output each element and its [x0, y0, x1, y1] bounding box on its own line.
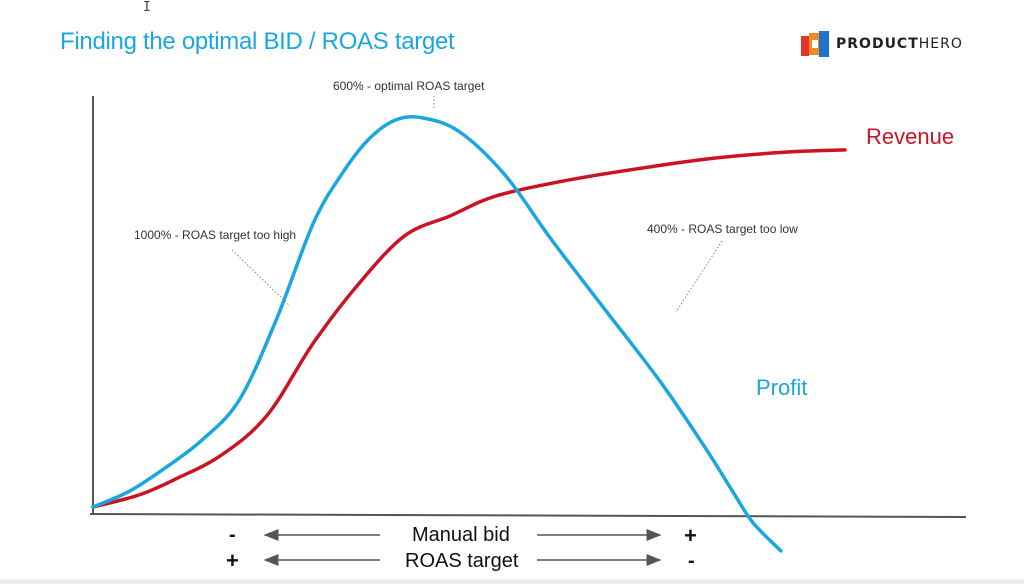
- roas-target-label: ROAS target: [405, 550, 519, 572]
- annotation-roas-too-high: 1000% - ROAS target too high: [134, 228, 296, 242]
- manual-bid-label: Manual bid: [412, 524, 510, 546]
- producthero-logo: PRODUCTHERO: [800, 30, 963, 58]
- manual-bid-right-sign: +: [684, 523, 697, 548]
- logo-wordmark-light: HERO: [918, 36, 963, 52]
- annotation-leader-high: [231, 249, 291, 307]
- revenue-series-label: Revenue: [866, 124, 954, 149]
- producthero-logo-icon: [800, 30, 830, 58]
- annotation-leader-low: [675, 240, 723, 313]
- roas-target-left-sign: +: [226, 548, 239, 573]
- profit-line: [91, 115, 783, 553]
- x-axis: [89, 513, 967, 518]
- window-bottom-edge: [0, 579, 1024, 584]
- roas-target-right-sign: -: [688, 550, 695, 572]
- profit-series-label: Profit: [756, 375, 807, 400]
- logo-wordmark: PRODUCTHERO: [836, 36, 963, 52]
- logo-wordmark-bold: PRODUCT: [836, 36, 919, 52]
- revenue-line: [91, 148, 847, 509]
- chart-title: Finding the optimal BID / ROAS target: [60, 28, 455, 55]
- annotation-roas-too-low: 400% - ROAS target too low: [647, 222, 798, 236]
- text-cursor-icon: I: [143, 0, 151, 15]
- annotation-roas-optimal: 600% - optimal ROAS target: [333, 79, 485, 93]
- manual-bid-left-sign: -: [229, 524, 236, 546]
